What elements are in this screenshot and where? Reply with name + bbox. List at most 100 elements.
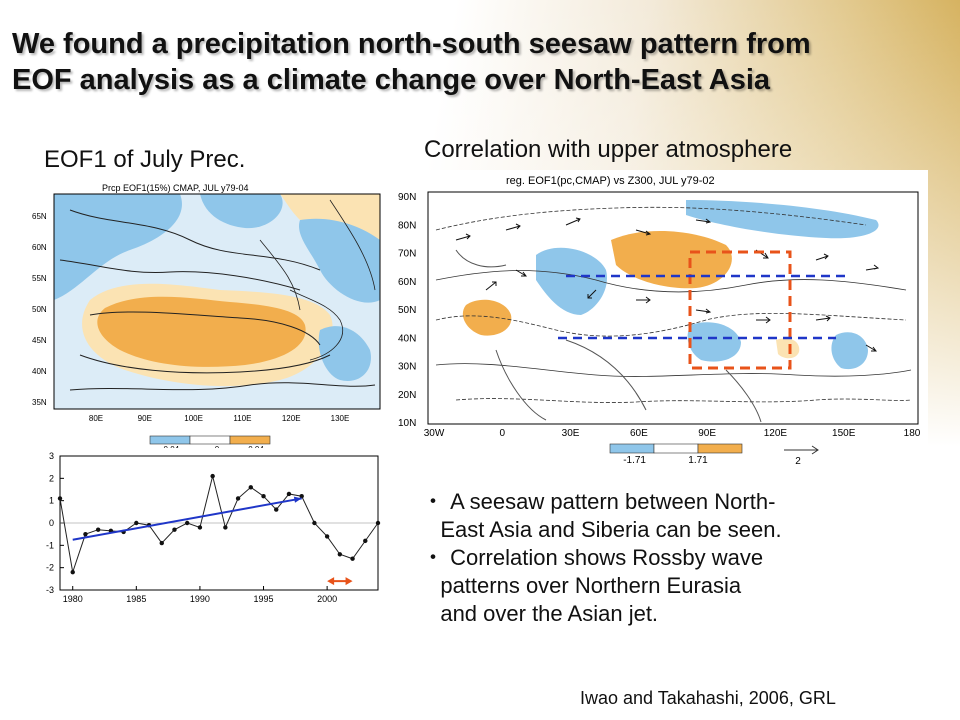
right-map-lon-labels: 30W 0 30E 60E 90E 120E 150E 180	[424, 428, 921, 439]
pc-time-series-panel: 3 2 1 0 -1 -2 -3 1980 1985 1990 1995 2000	[30, 448, 382, 606]
right-lat-label: 90N	[398, 192, 416, 203]
left-lon-label: 90E	[138, 414, 152, 423]
precip-eof-map-panel: Prcp EOF1(15%) CMAP, JUL y79-04 65N 60N 55…	[30, 180, 382, 456]
right-map-field	[427, 191, 919, 425]
right-map-lat-labels: 90N 80N 70N 60N 50N 40N 30N 20N 10N	[398, 192, 416, 429]
ts-point	[312, 520, 317, 526]
ts-x-tick-label: 2000	[317, 594, 337, 604]
right-colorbar-label-neg: -1.71	[623, 455, 646, 466]
ts-y-tick-label: 2	[49, 473, 54, 483]
slide-title: We found a precipitation north-south see…	[12, 26, 942, 98]
left-lat-label: 45N	[32, 336, 47, 345]
ts-y-tick-label: -2	[46, 563, 54, 573]
right-lat-label: 30N	[398, 362, 416, 373]
ts-point	[159, 540, 164, 546]
ts-trend-arrowhead-icon	[293, 496, 302, 503]
ts-point	[350, 556, 355, 561]
ts-point	[337, 552, 343, 557]
right-lat-label: 50N	[398, 305, 416, 316]
ts-trend-line	[72, 497, 302, 541]
bullet-line-5: and over the Asian jet.	[422, 601, 659, 626]
right-lat-label: 60N	[398, 277, 416, 288]
ts-point	[299, 494, 304, 499]
left-lat-label: 60N	[32, 243, 47, 252]
left-lat-label: 35N	[32, 398, 47, 407]
ts-point	[274, 507, 279, 512]
title-line-1: We found a precipitation north-south see…	[12, 28, 811, 60]
left-lon-label: 80E	[89, 414, 103, 423]
left-lon-label: 130E	[331, 414, 350, 423]
right-lon-label: 90E	[698, 428, 716, 439]
ts-y-tick-label: -1	[46, 540, 54, 550]
right-lat-label: 70N	[398, 249, 416, 260]
ts-x-tick-label: 1985	[126, 594, 146, 604]
bullet-line-4: patterns over Northern Eurasia	[422, 573, 742, 598]
ts-point	[375, 520, 381, 526]
ts-point	[172, 527, 177, 532]
left-lon-label: 100E	[184, 414, 203, 423]
left-lon-label: 120E	[282, 414, 301, 423]
bullet-line-3: ・ Correlation shows Rossby wave	[422, 545, 764, 570]
left-lat-label: 65N	[32, 212, 47, 221]
ts-point	[261, 494, 266, 499]
ts-point	[83, 531, 88, 537]
right-lon-label: 0	[500, 428, 506, 439]
precip-eof-map: Prcp EOF1(15%) CMAP, JUL y79-04 65N 60N 55…	[30, 180, 382, 456]
left-lat-label: 55N	[32, 274, 47, 283]
right-colorbar-label-pos: 1.71	[688, 455, 708, 466]
right-map-colorbar: -1.71 1.71 2	[609, 443, 819, 467]
ts-y-tick-label: 3	[49, 451, 54, 461]
left-map-lat-labels: 65N 60N 55N 50N 45N 40N 35N	[32, 212, 47, 407]
ts-point	[235, 496, 241, 501]
ts-x-tick-label: 1995	[254, 594, 274, 604]
ts-x-tick-label: 1990	[190, 594, 210, 604]
ts-point	[197, 525, 203, 530]
right-map-title: reg. EOF1(pc,CMAP) vs Z300, JUL y79-02	[506, 175, 715, 187]
left-lat-label: 50N	[32, 305, 47, 314]
ts-point	[324, 534, 330, 539]
left-map-lon-labels: 80E 90E 100E 110E 120E 130E	[89, 414, 349, 423]
ts-point	[286, 491, 292, 497]
vector-reference-label: 2	[795, 456, 801, 466]
bullet-list: ・ A seesaw pattern between North- East A…	[422, 488, 782, 628]
pc-time-series-chart: 3 2 1 0 -1 -2 -3 1980 1985 1990 1995 2000	[30, 448, 382, 606]
ts-y-tick-label: 0	[49, 518, 54, 528]
ts-point	[363, 538, 368, 544]
right-lat-label: 80N	[398, 220, 416, 231]
seesaw-box-overlay	[558, 250, 846, 370]
right-lon-label: 180	[904, 428, 921, 439]
ts-period-arrowhead-right-icon	[345, 577, 353, 586]
left-lat-label: 40N	[32, 367, 47, 376]
ts-point	[70, 569, 75, 575]
vector-reference-arrow-icon	[784, 445, 819, 455]
right-lat-label: 20N	[398, 390, 416, 401]
ts-y-tick-label: 1	[49, 496, 54, 506]
right-lon-label: 60E	[630, 428, 648, 439]
ts-x-tick-label: 1980	[63, 594, 83, 604]
ts-point	[57, 496, 63, 501]
ts-point	[95, 527, 101, 532]
ts-y-ticks: 3 2 1 0 -1 -2 -3	[46, 451, 64, 595]
ts-period-arrowhead-left-icon	[327, 577, 335, 586]
citation: Iwao and Takahashi, 2006, GRL	[580, 688, 836, 708]
ts-y-tick-label: -3	[46, 585, 54, 595]
ts-point	[134, 520, 139, 526]
ts-marks	[57, 473, 381, 586]
ts-x-ticks: 1980 1985 1990 1995 2000	[63, 586, 337, 604]
bullet-line-1: ・ A seesaw pattern between North-	[422, 489, 776, 514]
right-lat-label: 10N	[398, 418, 416, 429]
left-map-field	[53, 193, 381, 410]
ts-point	[223, 525, 228, 530]
left-heading: EOF1 of July Prec.	[44, 146, 246, 173]
z300-regression-map: reg. EOF1(pc,CMAP) vs Z300, JUL y79-02	[396, 170, 928, 467]
right-heading: Correlation with upper atmosphere	[424, 136, 793, 163]
right-lon-label: 150E	[832, 428, 856, 439]
right-lon-label: 120E	[764, 428, 788, 439]
ts-point	[248, 485, 253, 490]
ts-point	[185, 520, 190, 526]
right-lat-label: 40N	[398, 333, 416, 344]
right-lon-label: 30W	[424, 428, 445, 439]
left-map-title: Prcp EOF1(15%) CMAP, JUL y79-04	[102, 183, 249, 193]
ts-point	[210, 473, 215, 479]
z300-regression-map-panel: reg. EOF1(pc,CMAP) vs Z300, JUL y79-02	[396, 170, 928, 467]
